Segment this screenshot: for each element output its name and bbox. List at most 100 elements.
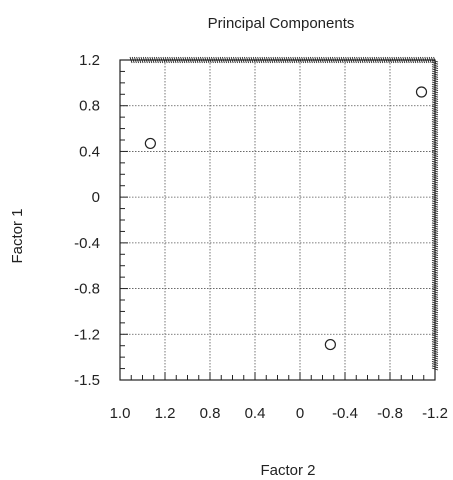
right-hatch-mark: [431, 343, 439, 347]
top-hatch-mark: [206, 56, 210, 64]
x-tick-label: 0: [296, 405, 304, 422]
right-hatch-mark: [431, 70, 439, 74]
right-hatch-mark: [431, 286, 439, 290]
right-hatch-mark: [431, 299, 439, 303]
right-hatch-mark: [431, 145, 439, 149]
top-hatch-mark: [290, 56, 294, 64]
top-hatch-mark: [380, 56, 384, 64]
top-hatch-mark: [336, 56, 340, 64]
top-hatch-mark: [338, 56, 342, 64]
top-hatch-mark: [402, 56, 406, 64]
top-hatch-mark: [182, 56, 186, 64]
scatter-point: [415, 86, 428, 98]
top-hatch-mark: [413, 56, 417, 64]
right-hatch-mark: [431, 323, 439, 327]
right-hatch-mark: [431, 246, 439, 250]
top-hatch-mark: [340, 56, 344, 64]
top-hatch-mark: [316, 56, 320, 64]
top-hatch-mark: [138, 56, 142, 64]
top-hatch-mark: [367, 56, 371, 64]
top-hatch-mark: [329, 56, 333, 64]
right-hatch-mark: [431, 237, 439, 241]
top-hatch-mark: [342, 56, 346, 64]
right-hatch-mark: [431, 138, 439, 142]
right-hatch-mark: [431, 182, 439, 186]
top-hatch-mark: [351, 56, 355, 64]
right-hatch-mark: [431, 281, 439, 285]
top-hatch-mark: [259, 56, 263, 64]
right-hatch-mark: [431, 283, 439, 287]
right-hatch-mark: [431, 301, 439, 305]
top-hatch-mark: [239, 56, 243, 64]
top-hatch-mark: [246, 56, 250, 64]
right-hatch-mark: [431, 200, 439, 204]
top-hatch-mark: [140, 56, 144, 64]
right-hatch-mark: [431, 206, 439, 210]
top-hatch-mark: [252, 56, 256, 64]
right-hatch-mark: [431, 321, 439, 325]
top-hatch-mark: [283, 56, 287, 64]
right-hatch-mark: [431, 231, 439, 235]
top-hatch-mark: [406, 56, 410, 64]
right-hatch-mark: [431, 158, 439, 162]
right-hatch-mark: [431, 193, 439, 197]
right-hatch-mark: [431, 173, 439, 177]
top-hatch-mark: [237, 56, 241, 64]
top-hatch-mark: [248, 56, 252, 64]
top-hatch-mark: [230, 56, 234, 64]
top-hatch-mark: [347, 56, 351, 64]
top-hatch-mark: [151, 56, 155, 64]
top-hatch-mark: [158, 56, 162, 64]
right-hatch-mark: [431, 134, 439, 138]
right-hatch-mark: [431, 294, 439, 298]
x-tick-label: -1.2: [422, 405, 448, 422]
right-hatch-mark: [431, 83, 439, 87]
right-hatch-mark: [431, 140, 439, 144]
right-hatch-mark: [431, 151, 439, 155]
top-hatch-mark: [155, 56, 159, 64]
y-axis-label: Factor 1: [9, 208, 26, 263]
top-hatch-mark: [378, 56, 382, 64]
top-hatch-mark: [408, 56, 412, 64]
frame-hatching: [129, 56, 439, 371]
y-tick-label: -1.2: [74, 326, 100, 343]
right-hatch-mark: [431, 352, 439, 356]
right-hatch-mark: [431, 279, 439, 283]
top-hatch-mark: [356, 56, 360, 64]
right-hatch-mark: [431, 347, 439, 351]
top-hatch-mark: [397, 56, 401, 64]
right-hatch-mark: [431, 59, 439, 63]
top-hatch-mark: [294, 56, 298, 64]
top-hatch-mark: [395, 56, 399, 64]
right-hatch-mark: [431, 180, 439, 184]
top-hatch-mark: [349, 56, 353, 64]
right-hatch-mark: [431, 261, 439, 265]
x-tick-label: 1.2: [155, 405, 176, 422]
right-hatch-mark: [431, 277, 439, 281]
top-hatch-mark: [224, 56, 228, 64]
top-hatch-mark: [217, 56, 221, 64]
right-hatch-mark: [431, 184, 439, 188]
top-hatch-mark: [221, 56, 225, 64]
top-hatch-mark: [193, 56, 197, 64]
right-hatch-mark: [431, 154, 439, 158]
grid-lines: [120, 59, 436, 380]
top-hatch-mark: [208, 56, 212, 64]
right-hatch-mark: [431, 345, 439, 349]
right-hatch-mark: [431, 68, 439, 72]
top-hatch-mark: [419, 56, 423, 64]
top-hatch-mark: [219, 56, 223, 64]
top-hatch-mark: [171, 56, 175, 64]
right-hatch-mark: [431, 114, 439, 118]
top-hatch-mark: [287, 56, 291, 64]
right-hatch-mark: [431, 61, 439, 65]
top-hatch-mark: [153, 56, 157, 64]
right-hatch-mark: [431, 110, 439, 114]
top-hatch-mark: [428, 56, 432, 64]
top-hatch-mark: [268, 56, 272, 64]
right-hatch-mark: [431, 367, 439, 371]
right-hatch-mark: [431, 297, 439, 301]
top-hatch-mark: [331, 56, 335, 64]
top-hatch-mark: [323, 56, 327, 64]
right-hatch-mark: [431, 336, 439, 340]
